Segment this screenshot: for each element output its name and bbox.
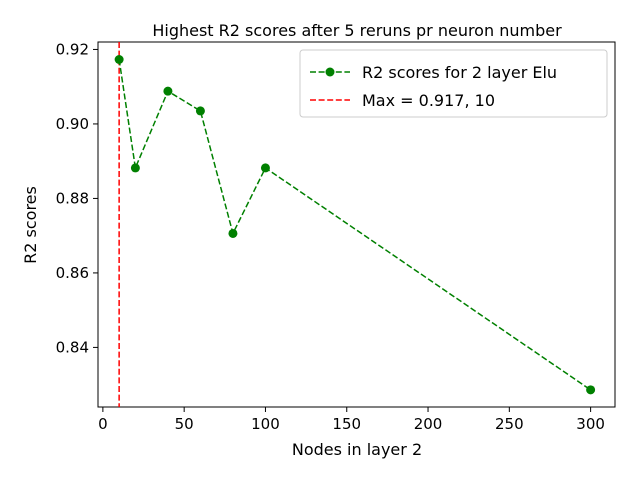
legend-label-max: Max = 0.917, 10 — [362, 91, 495, 110]
data-point — [163, 86, 173, 96]
x-tick-label: 0 — [98, 415, 108, 433]
y-tick-label: 0.92 — [56, 40, 89, 58]
data-point — [586, 385, 596, 395]
data-point — [114, 55, 124, 65]
legend: R2 scores for 2 layer Elu Max = 0.917, 1… — [299, 49, 608, 118]
y-tick-label: 0.84 — [56, 338, 89, 356]
y-tick-label: 0.88 — [56, 189, 89, 207]
x-tick-label: 150 — [332, 415, 361, 433]
y-axis: 0.84 0.86 0.88 0.90 0.92 — [56, 40, 98, 356]
data-point — [195, 106, 205, 116]
plot-frame — [97, 41, 616, 408]
y-tick-label: 0.90 — [56, 115, 89, 133]
y-tick-label: 0.86 — [56, 264, 89, 282]
data-point — [260, 163, 270, 173]
data-point — [130, 163, 140, 173]
chart-title: Highest R2 scores after 5 reruns pr neur… — [152, 21, 562, 40]
x-axis-label: Nodes in layer 2 — [292, 440, 422, 459]
x-tick-label: 200 — [414, 415, 443, 433]
plot-area — [97, 41, 616, 408]
x-tick-label: 100 — [251, 415, 280, 433]
y-axis-label: R2 scores — [21, 186, 40, 264]
series-group — [114, 55, 596, 395]
x-tick-label: 300 — [576, 415, 605, 433]
x-axis: 0 50 100 150 200 250 300 — [98, 407, 605, 433]
x-tick-label: 250 — [495, 415, 524, 433]
legend-frame — [299, 49, 608, 118]
x-tick-label: 50 — [175, 415, 194, 433]
legend-marker-series — [325, 67, 335, 77]
legend-label-series: R2 scores for 2 layer Elu — [362, 63, 557, 82]
data-point — [228, 228, 238, 238]
